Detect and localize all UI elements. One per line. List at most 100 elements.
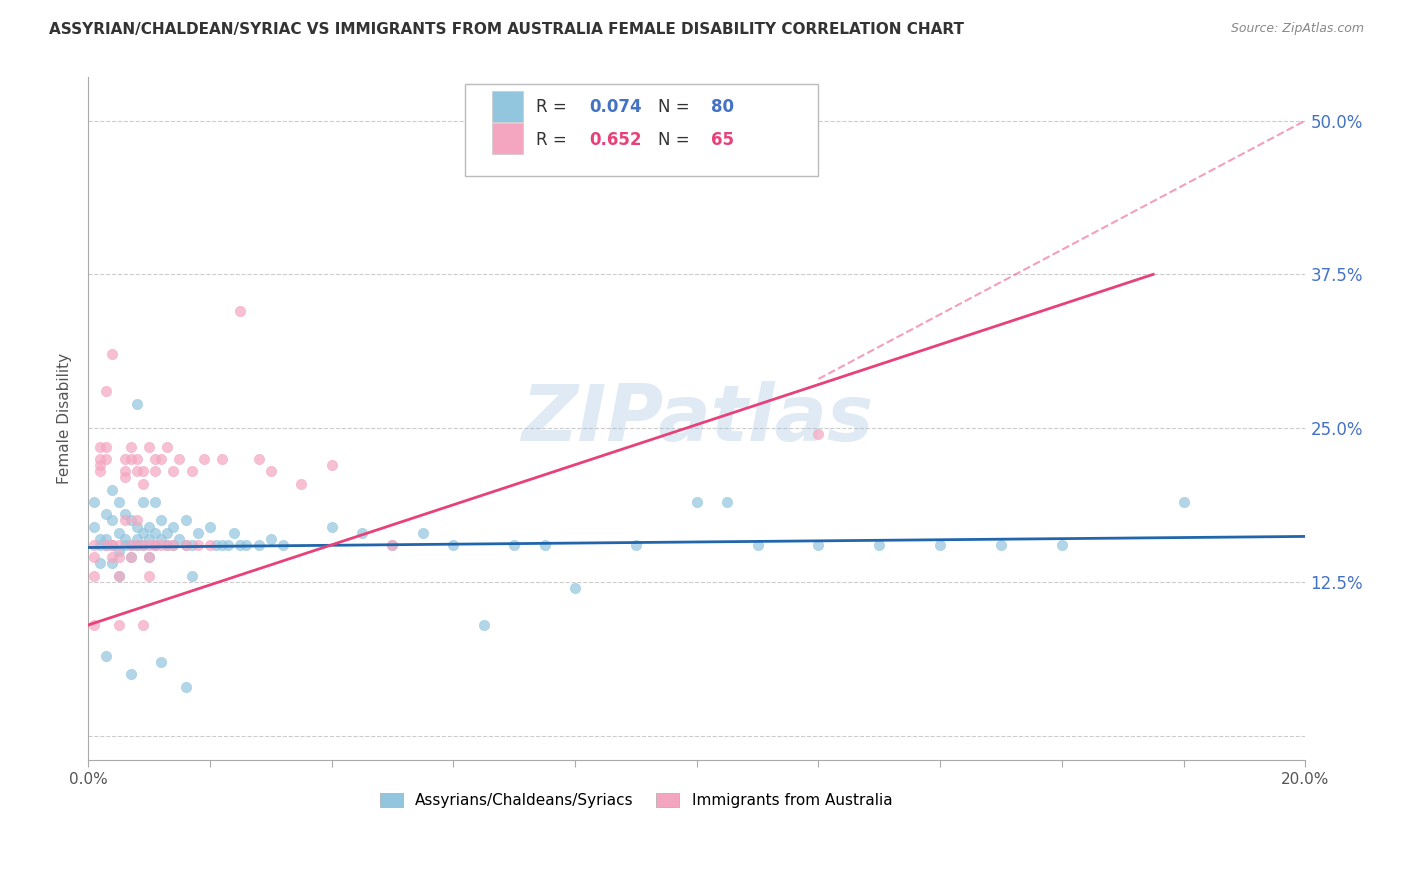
Point xyxy=(89,538,111,552)
Point xyxy=(120,451,142,466)
Text: 80: 80 xyxy=(711,98,734,117)
Point xyxy=(156,538,179,552)
Text: N =: N = xyxy=(658,98,695,117)
Point xyxy=(132,495,155,509)
Text: ASSYRIAN/CHALDEAN/SYRIAC VS IMMIGRANTS FROM AUSTRALIA FEMALE DISABILITY CORRELAT: ASSYRIAN/CHALDEAN/SYRIAC VS IMMIGRANTS F… xyxy=(49,22,965,37)
Point xyxy=(174,680,197,694)
Point xyxy=(125,396,148,410)
Point xyxy=(89,557,111,571)
Point xyxy=(150,655,173,669)
FancyBboxPatch shape xyxy=(465,84,818,177)
Point xyxy=(247,538,270,552)
Point xyxy=(1050,538,1073,552)
FancyBboxPatch shape xyxy=(492,91,523,122)
Point xyxy=(107,618,129,632)
Point xyxy=(114,464,136,478)
Point xyxy=(89,451,111,466)
Point xyxy=(156,525,179,540)
Point xyxy=(101,538,124,552)
Point xyxy=(138,440,160,454)
Point xyxy=(89,458,111,472)
Text: R =: R = xyxy=(536,130,572,149)
Point xyxy=(125,464,148,478)
Point xyxy=(143,464,166,478)
Point xyxy=(1173,495,1195,509)
Point xyxy=(96,538,118,552)
Point xyxy=(143,538,166,552)
Point xyxy=(150,451,173,466)
Point xyxy=(138,519,160,533)
Point xyxy=(198,538,221,552)
Point xyxy=(747,538,769,552)
Point xyxy=(125,451,148,466)
Point xyxy=(350,525,373,540)
Point xyxy=(198,519,221,533)
Text: R =: R = xyxy=(536,98,572,117)
Point xyxy=(990,538,1012,552)
Point xyxy=(193,451,215,466)
Point xyxy=(187,538,209,552)
Point xyxy=(321,519,343,533)
Text: N =: N = xyxy=(658,130,695,149)
Text: 0.074: 0.074 xyxy=(589,98,643,117)
Point xyxy=(807,427,830,442)
Point xyxy=(533,538,555,552)
Point xyxy=(132,618,155,632)
Point xyxy=(107,495,129,509)
Point xyxy=(132,538,155,552)
Point xyxy=(120,538,142,552)
Point xyxy=(156,440,179,454)
Point xyxy=(114,470,136,484)
Point xyxy=(143,451,166,466)
Point xyxy=(125,538,148,552)
Point xyxy=(138,532,160,546)
Point xyxy=(217,538,239,552)
Point xyxy=(807,538,830,552)
Point xyxy=(107,569,129,583)
Point xyxy=(211,538,233,552)
Point xyxy=(96,508,118,522)
Point xyxy=(260,532,283,546)
Point xyxy=(174,538,197,552)
Point xyxy=(180,538,202,552)
Point xyxy=(180,569,202,583)
Point xyxy=(187,525,209,540)
Point xyxy=(868,538,890,552)
Point xyxy=(381,538,404,552)
Point xyxy=(271,538,294,552)
Point xyxy=(229,304,252,318)
Point xyxy=(96,384,118,399)
Point xyxy=(83,519,105,533)
Point xyxy=(89,464,111,478)
Point xyxy=(120,513,142,527)
Point xyxy=(143,525,166,540)
Point xyxy=(125,532,148,546)
Point xyxy=(101,513,124,527)
Point xyxy=(441,538,464,552)
Point xyxy=(162,464,184,478)
Point xyxy=(101,538,124,552)
Point xyxy=(138,550,160,565)
Point xyxy=(138,550,160,565)
Point xyxy=(156,538,179,552)
Point xyxy=(107,538,129,552)
Point xyxy=(169,451,191,466)
Point xyxy=(211,451,233,466)
Point xyxy=(290,476,312,491)
Point xyxy=(929,538,952,552)
Point xyxy=(120,550,142,565)
Point xyxy=(114,532,136,546)
Legend: Assyrians/Chaldeans/Syriacs, Immigrants from Australia: Assyrians/Chaldeans/Syriacs, Immigrants … xyxy=(374,787,898,814)
Point xyxy=(114,508,136,522)
Point xyxy=(101,538,124,552)
Point xyxy=(686,495,709,509)
Point xyxy=(132,464,155,478)
Point xyxy=(235,538,257,552)
Point xyxy=(260,464,283,478)
Point xyxy=(162,538,184,552)
Point xyxy=(120,667,142,681)
Point xyxy=(180,464,202,478)
Point xyxy=(247,451,270,466)
Point xyxy=(101,347,124,361)
Point xyxy=(114,538,136,552)
